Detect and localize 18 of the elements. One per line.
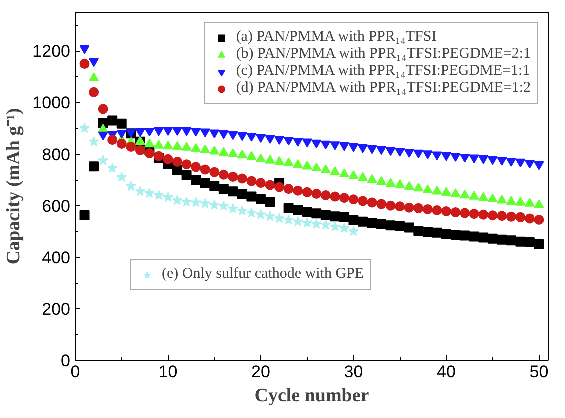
legend-label: (e) Only sulfur cathode with GPE <box>162 266 364 283</box>
x-tick-label: 40 <box>437 362 456 382</box>
y-tick-label: 1200 <box>32 42 71 62</box>
y-tick-label: 1000 <box>32 94 71 113</box>
legend-label: (b) PAN/PMMA with PPR₁₄TFSI:PEGDME=2:1 <box>236 46 531 63</box>
x-tick-label: 10 <box>158 362 178 382</box>
x-axis-title: Cycle number <box>254 386 370 406</box>
legend-label: (c) PAN/PMMA with PPR₁₄TFSI:PEGDME=1:1 <box>236 63 530 80</box>
x-tick-label: 30 <box>344 362 364 382</box>
y-tick-label: 200 <box>42 300 71 319</box>
x-tick-label: 50 <box>530 362 549 382</box>
y-tick-label: 400 <box>42 248 71 268</box>
legend-label: (d) PAN/PMMA with PPR₁₄TFSI:PEGDME=1:2 <box>236 80 531 97</box>
y-tick-label: 600 <box>42 196 71 216</box>
legend-label: (a) PAN/PMMA with PPR₁₄TFSI <box>236 29 437 46</box>
y-tick-label: 800 <box>42 145 71 164</box>
y-axis-title: Capacity (mAh g⁻¹) <box>4 108 25 265</box>
x-tick-label: 20 <box>252 362 270 382</box>
